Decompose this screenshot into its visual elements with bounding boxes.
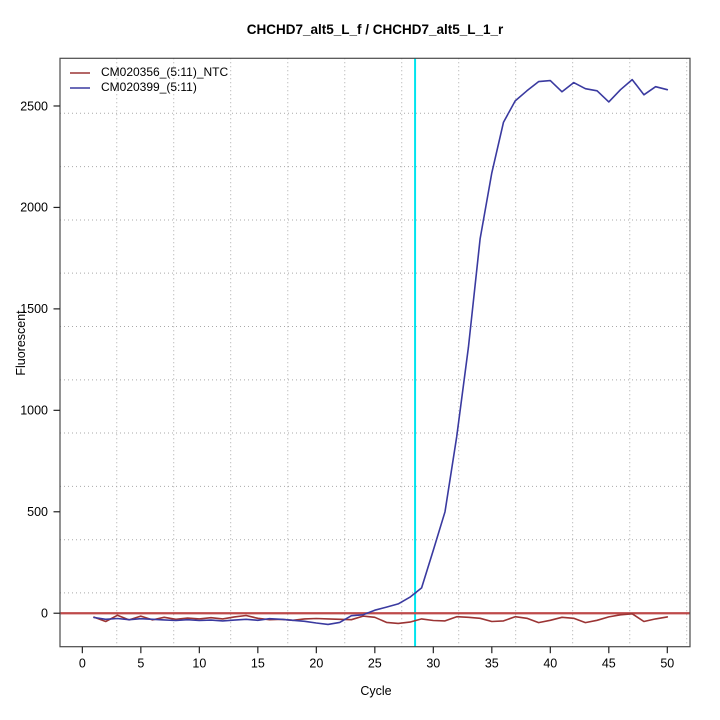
x-tick-label: 20 bbox=[309, 657, 323, 671]
x-tick-label: 0 bbox=[79, 657, 86, 671]
y-tick-label: 2500 bbox=[20, 99, 48, 113]
x-tick-label: 15 bbox=[251, 657, 265, 671]
x-tick-label: 35 bbox=[485, 657, 499, 671]
x-tick-label: 25 bbox=[368, 657, 382, 671]
x-tick-label: 30 bbox=[426, 657, 440, 671]
legend: CM020356_(5:11)_NTC CM020399_(5:11) bbox=[70, 66, 228, 94]
x-tick-label: 50 bbox=[660, 657, 674, 671]
y-tick-label: 1500 bbox=[20, 302, 48, 316]
chart-title: CHCHD7_alt5_L_f / CHCHD7_alt5_L_1_r bbox=[246, 22, 504, 37]
x-tick-label: 45 bbox=[602, 657, 616, 671]
x-tick-label: 10 bbox=[192, 657, 206, 671]
y-tick-label: 500 bbox=[27, 505, 48, 519]
y-tick-label: 2000 bbox=[20, 201, 48, 215]
ntc-line-swatch bbox=[70, 71, 90, 74]
x-tick-label: 5 bbox=[137, 657, 144, 671]
legend-item-sample: CM020399_(5:11) bbox=[70, 81, 228, 94]
plot-border bbox=[59, 57, 691, 648]
y-tick-label: 0 bbox=[41, 607, 48, 621]
y-axis-title: Fluorescent bbox=[14, 310, 28, 376]
sample-line-swatch bbox=[70, 86, 90, 89]
legend-item-ntc: CM020356_(5:11)_NTC bbox=[70, 66, 228, 79]
x-axis-title: Cycle bbox=[360, 684, 392, 698]
amplification-curve bbox=[93, 78, 669, 626]
legend-label-sample: CM020399_(5:11) bbox=[101, 80, 197, 94]
ntc-curve bbox=[93, 612, 669, 625]
y-tick-label: 1000 bbox=[20, 404, 48, 418]
x-tick-label: 40 bbox=[543, 657, 557, 671]
legend-label-ntc: CM020356_(5:11)_NTC bbox=[101, 65, 229, 79]
